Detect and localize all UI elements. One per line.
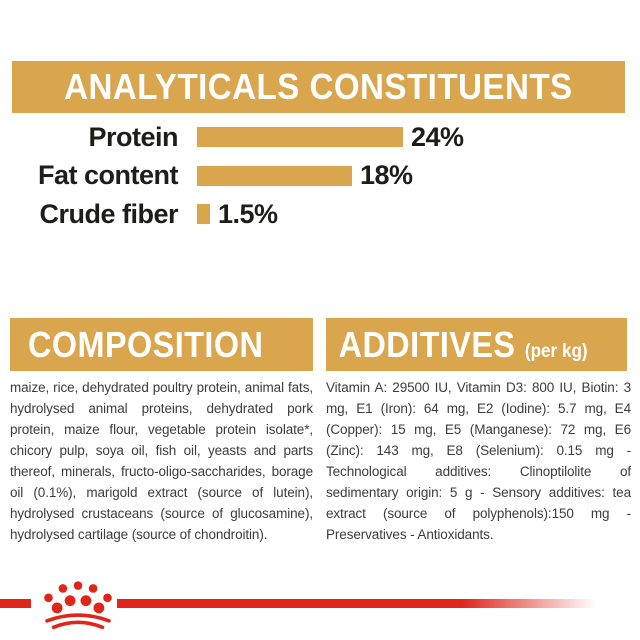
bar-fill bbox=[197, 165, 352, 186]
composition-header: COMPOSITION bbox=[10, 318, 313, 371]
brand-stripe-right bbox=[117, 599, 596, 608]
analyticals-title: ANALYTICALS CONSTITUENTS bbox=[64, 66, 573, 107]
additives-title: ADDITIVES bbox=[338, 323, 516, 365]
bar-label: Crude fiber bbox=[39, 198, 178, 229]
brand-stripe-left bbox=[0, 599, 31, 608]
bar-label: Fat content bbox=[38, 160, 179, 190]
bar-value: 24% bbox=[411, 121, 464, 152]
additives-unit: (per kg) bbox=[524, 340, 588, 362]
analyticals-header: ANALYTICALS CONSTITUENTS bbox=[12, 61, 625, 113]
bar-label: Protein bbox=[88, 121, 178, 152]
bar-row: Fat content 18% bbox=[0, 160, 640, 190]
bar-fill bbox=[197, 127, 403, 147]
composition-body: maize, rice, dehydrated poultry protein,… bbox=[10, 380, 313, 542]
bar-row: Crude fiber 1.5% bbox=[0, 199, 640, 229]
bar-fill bbox=[197, 204, 210, 224]
additives-body: Vitamin A: 29500 IU, Vitamin D3: 800 IU,… bbox=[326, 380, 631, 542]
additives-header: ADDITIVES (per kg) bbox=[326, 318, 627, 371]
composition-title: COMPOSITION bbox=[28, 323, 264, 365]
bar-value: 18% bbox=[360, 160, 413, 190]
bar-row: Protein 24% bbox=[0, 122, 640, 152]
analyticals-chart: Protein 24% Fat content 18% Crude fiber … bbox=[0, 122, 640, 243]
bar-value: 1.5% bbox=[218, 198, 278, 229]
royal-canin-crown-icon bbox=[44, 581, 112, 630]
